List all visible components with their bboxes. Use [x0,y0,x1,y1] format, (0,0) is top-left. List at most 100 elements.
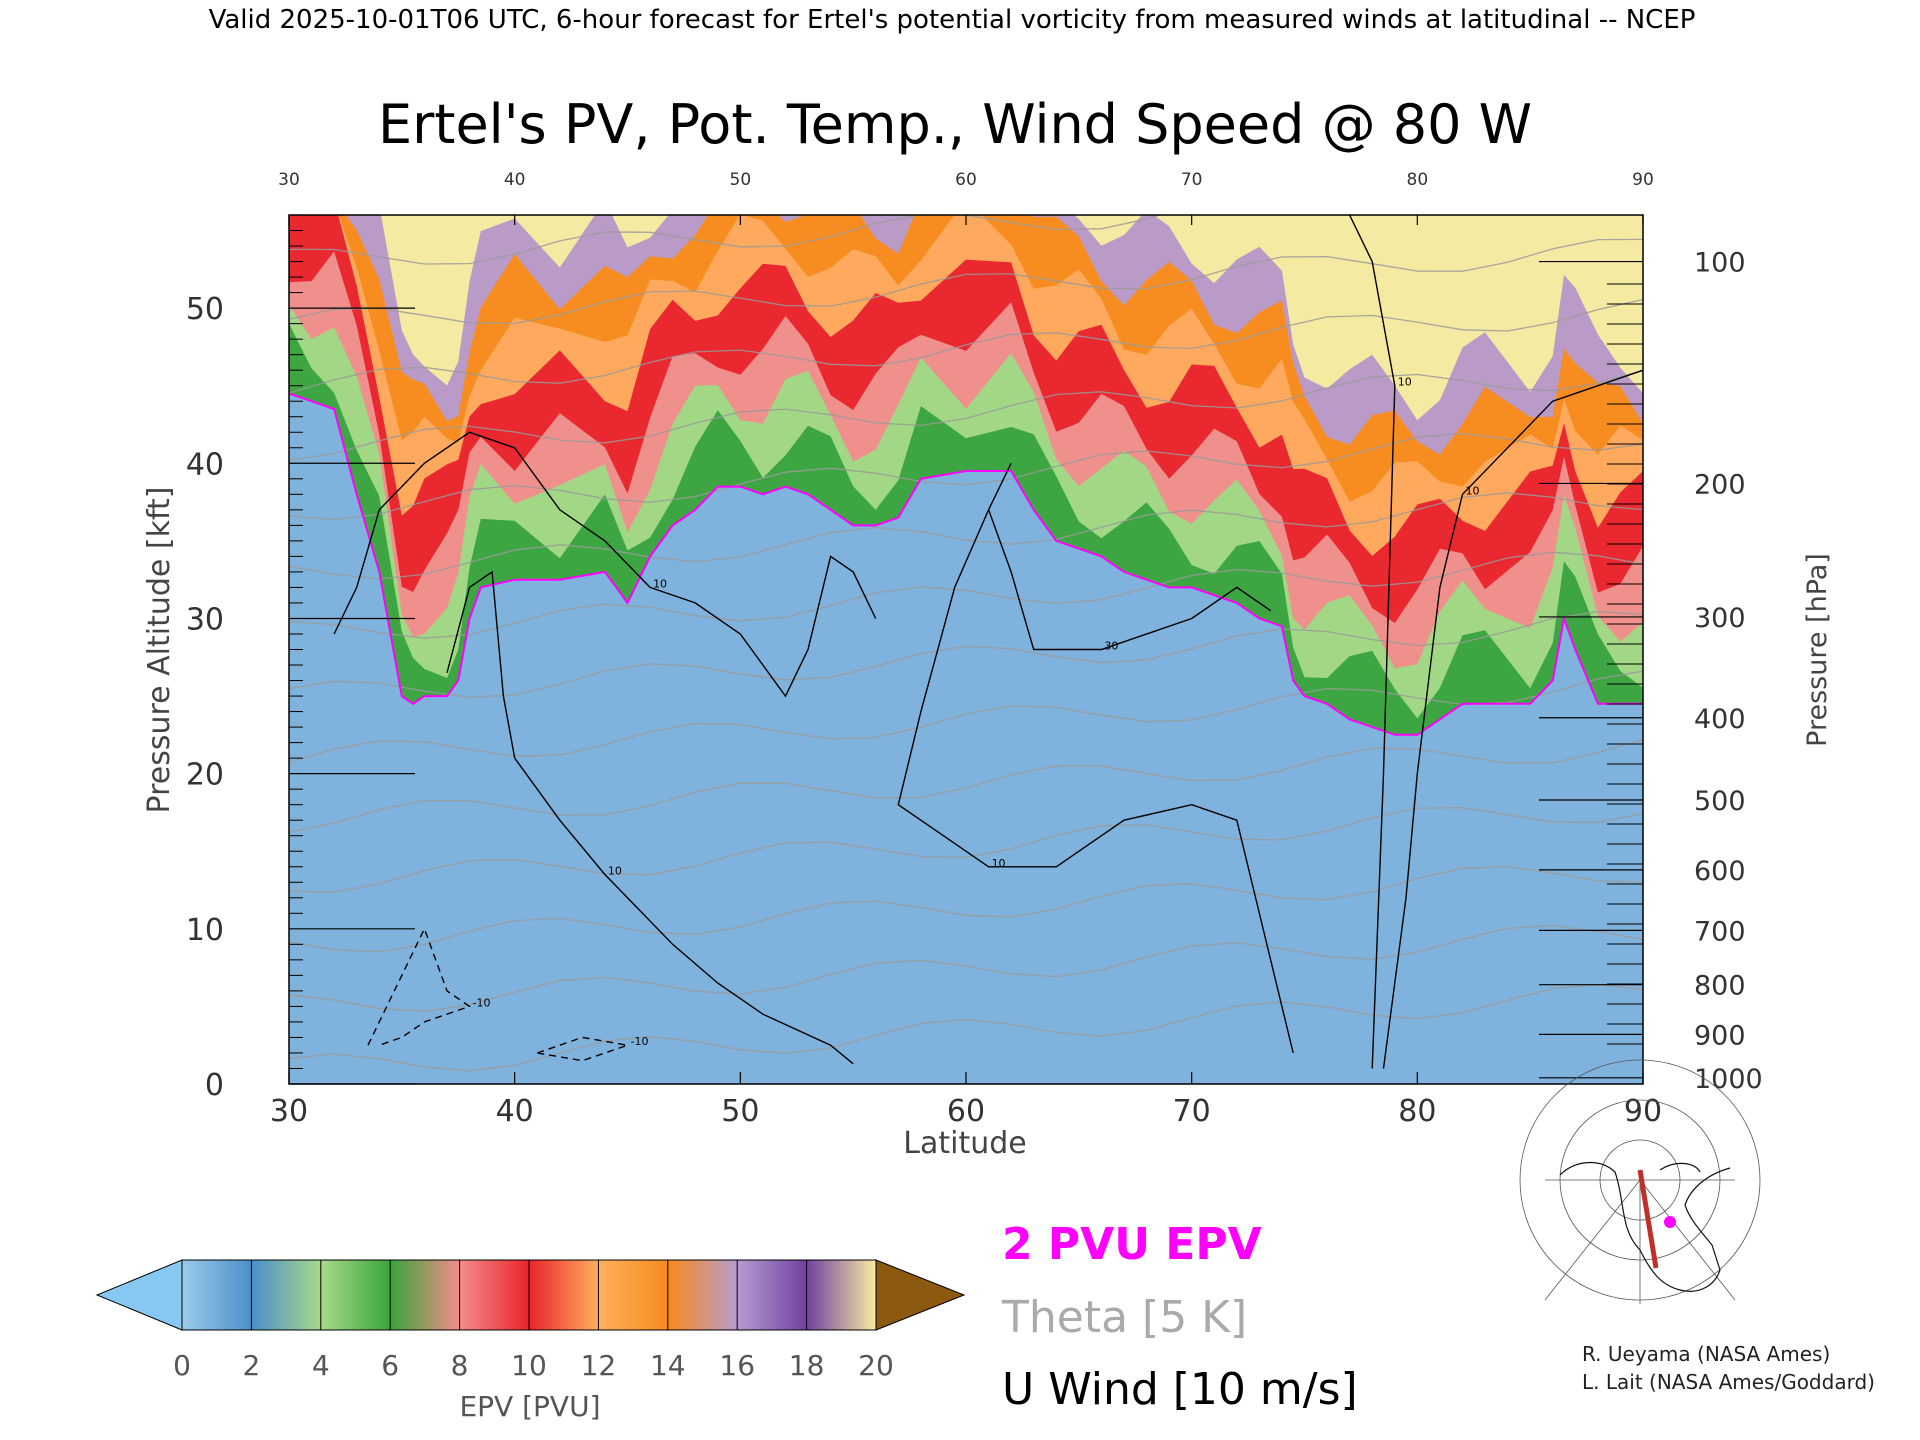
credit-2: L. Lait (NASA Ames/Goddard) [1582,1370,1875,1394]
x-top-tick-label: 70 [1181,170,1203,190]
y-tick-label: 10 [186,913,224,948]
colorbar-tick-label: 8 [451,1349,469,1382]
colorbar-segment [390,1260,461,1330]
wind-contour-label: 10 [1465,484,1479,497]
pv-2pvu-contour [289,392,1643,736]
theta-line-420 [289,298,1643,394]
wind-contour-5 [1348,215,1396,1069]
wind-contour-1 [446,570,854,1065]
y-tick-label: 20 [186,758,224,793]
theta-line-320 [289,807,1643,893]
colorbar-tick-label: 14 [650,1349,686,1382]
y-tick-label: 0 [205,1068,224,1103]
pressure-tick-label: 900 [1694,1020,1746,1051]
colorbar-segment [251,1260,322,1330]
theta-line-360 [289,551,1643,639]
x-tick-label: 70 [1173,1094,1211,1129]
wind-contour-3 [897,462,1294,1054]
legend-pv: 2 PVU EPV [1002,1219,1262,1270]
legend-theta: Theta [5 K] [1001,1292,1247,1343]
theta-line-290 [289,984,1643,1072]
colorbar-segment [529,1260,599,1330]
x-top-tick-label: 80 [1407,170,1429,190]
y-axis-label-right: Pressure [hPa] [1802,553,1833,747]
colorbar-tick-label: 20 [858,1349,894,1382]
plot-area: 10 10 10 30 10 10 -10 -10 [289,215,1643,1084]
wind-contour-label: -10 [631,1035,649,1048]
colorbar-tick-label: 2 [242,1349,260,1382]
theta-line-380 [289,432,1643,521]
wind-contour-2 [333,431,877,698]
pressure-tick-label: 1000 [1694,1064,1763,1095]
wind-contour-4 [987,509,1272,651]
wind-contour-label: 10 [1398,376,1412,389]
y-tick-label: 40 [186,447,224,482]
map-coastlines [1559,1161,1731,1292]
x-axis-top: 30 40 50 60 70 80 90 [278,170,1654,225]
wind-contour-label: -10 [473,996,491,1009]
colorbar-over-arrow [875,1259,966,1331]
wind-contour-label: 30 [1104,640,1118,653]
colorbar-label: EPV [PVU] [459,1390,600,1423]
wind-contour-label: 10 [992,857,1006,870]
colorbar-segment [182,1260,252,1330]
wind-contour-label: 10 [608,865,622,878]
x-top-tick-label: 50 [730,170,752,190]
chart-title: Ertel's PV, Pot. Temp., Wind Speed @ 80 … [378,93,1532,156]
theta-line-350 [289,611,1643,698]
pressure-tick-label: 400 [1694,704,1746,735]
x-tick-label: 90 [1624,1094,1662,1129]
map-graticule [1519,1059,1761,1304]
y-axis-left: 0 10 20 30 40 50 [186,230,415,1103]
epv-fill-layers [289,215,1643,735]
y-axis-label-left: Pressure Altitude [kft] [142,487,177,814]
colorbar-under-arrow [95,1259,183,1331]
y-tick-label: 50 [186,292,224,327]
theta-line-300 [289,924,1643,1012]
colorbar-tick-label: 18 [789,1349,825,1382]
y-tick-label: 30 [186,602,224,637]
theta-line-370 [289,492,1643,580]
y-axis-right-pressure: 100 200 300 400 500 600 700 800 900 1000 [1539,248,1763,1095]
theta-contours [289,215,1643,1072]
x-tick-label: 50 [721,1094,759,1129]
theta-line-400 [289,369,1643,461]
colorbar-tick-label: 16 [719,1349,755,1382]
wind-contour-8 [536,1036,628,1062]
pressure-tick-label: 300 [1694,603,1746,634]
wind-contour-7 [367,927,472,1046]
legend-wind: U Wind [10 m/s] [1002,1364,1358,1415]
colorbar-tick-label: 12 [581,1349,617,1382]
pressure-tick-label: 100 [1694,248,1746,279]
pressure-tick-label: 500 [1694,786,1746,817]
theta-line-450 [289,238,1643,325]
colorbar-segment [737,1260,808,1330]
colorbar-tick-label: 0 [173,1349,191,1382]
header-text: Valid 2025-10-01T06 UTC, 6-hour forecast… [209,5,1696,35]
colorbar-segment [806,1260,877,1330]
credit-1: R. Ueyama (NASA Ames) [1582,1342,1830,1366]
map-section-line [1637,1169,1659,1269]
u-wind-contours: 10 10 10 30 10 10 -10 -10 [333,215,1643,1069]
x-tick-label: 80 [1398,1094,1436,1129]
x-axis-label: Latitude [903,1126,1026,1161]
x-top-tick-label: 40 [504,170,526,190]
x-tick-label: 60 [947,1094,985,1129]
wind-contour-label: 10 [653,577,667,590]
pressure-tick-label: 600 [1694,856,1746,887]
locator-map [1519,1059,1761,1304]
map-marker [1664,1216,1676,1228]
colorbar-tick-label: 6 [381,1349,399,1382]
x-tick-label: 30 [270,1094,308,1129]
colorbar-segment [320,1260,391,1330]
theta-line-310 [289,865,1643,953]
colorbar-segment [459,1260,530,1330]
x-top-tick-label: 60 [955,170,977,190]
colorbar-segment [598,1260,669,1330]
pressure-tick-label: 800 [1694,971,1746,1002]
epv-band-8 [380,215,1643,421]
x-top-tick-label: 90 [1632,170,1654,190]
colorbar-segment [667,1260,738,1330]
theta-line-330 [289,738,1643,833]
